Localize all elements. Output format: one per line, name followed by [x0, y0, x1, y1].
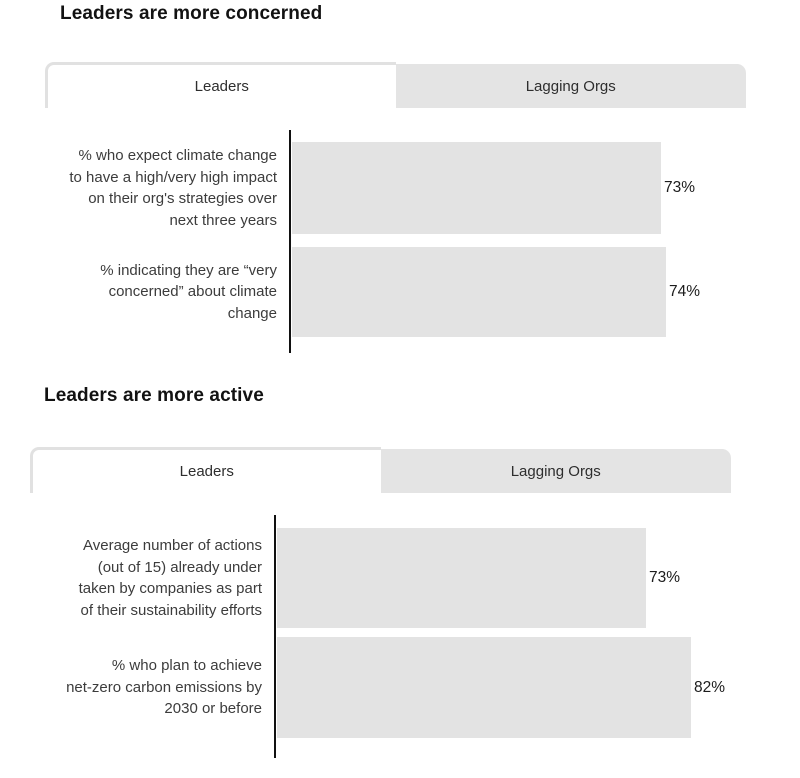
bar-value-label: 73% — [664, 179, 696, 196]
bar-net-zero-2030 — [277, 637, 691, 738]
bar-value-label: 82% — [694, 678, 726, 696]
tab-lagging-orgs-concerned[interactable]: Lagging Orgs — [395, 64, 746, 108]
tab-leaders-concerned[interactable]: Leaders — [45, 62, 396, 108]
bar-row: Average number of actions (out of 15) al… — [0, 528, 800, 628]
bar-row: % indicating they are “very concerned” a… — [0, 247, 800, 337]
bar-row: % who plan to achieve net-zero carbon em… — [0, 637, 800, 738]
tab-bar-concerned: Leaders Lagging Orgs — [45, 62, 746, 108]
bar-very-concerned — [292, 247, 666, 337]
bar-value-label: 73% — [649, 569, 681, 586]
bar-category-label: % who expect climate change to have a hi… — [69, 147, 277, 229]
bar-chart-concerned: % who expect climate change to have a hi… — [0, 130, 800, 353]
bar-chart-active: Average number of actions (out of 15) al… — [0, 515, 800, 758]
tab-label: Leaders — [194, 78, 249, 95]
tab-label: Lagging Orgs — [525, 77, 616, 95]
tab-bar-active: Leaders Lagging Orgs — [30, 447, 731, 493]
bar-value-label: 74% — [669, 283, 701, 300]
section-title-concerned: Leaders are more concerned — [60, 3, 323, 24]
bar-track: 82% — [277, 637, 725, 738]
bar-track: 73% — [292, 142, 695, 234]
axis-line — [274, 515, 276, 758]
bar-category-label: % indicating they are “very concerned” a… — [100, 261, 277, 322]
tab-label: Leaders — [179, 463, 234, 480]
bar-track: 74% — [292, 247, 700, 337]
tab-leaders-active[interactable]: Leaders — [30, 447, 381, 493]
bar-actions-taken — [277, 528, 646, 628]
bar-category-label: Average number of actions (out of 15) al… — [78, 537, 262, 619]
bar-row: % who expect climate change to have a hi… — [0, 142, 800, 234]
axis-line — [289, 130, 291, 353]
section-title-active: Leaders are more active — [44, 385, 264, 406]
tab-label: Lagging Orgs — [510, 462, 601, 480]
tab-lagging-orgs-active[interactable]: Lagging Orgs — [380, 449, 731, 493]
bar-impact-strategies — [292, 142, 661, 234]
bar-category-label: % who plan to achieve net-zero carbon em… — [66, 657, 262, 718]
bar-track: 73% — [277, 528, 680, 628]
